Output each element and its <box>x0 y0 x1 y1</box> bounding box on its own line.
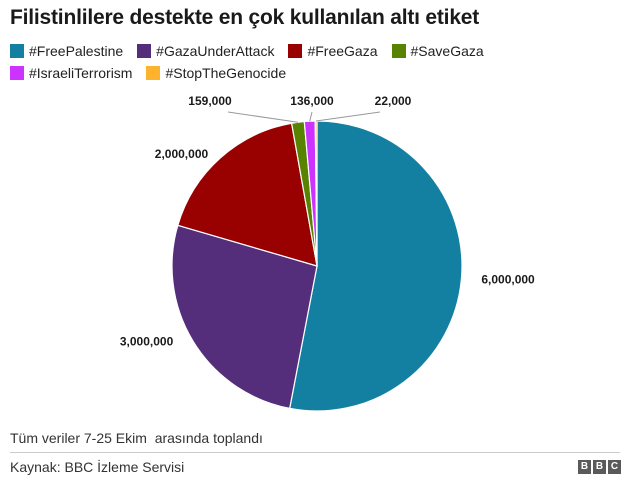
legend-label: #IsraeliTerrorism <box>29 65 133 81</box>
legend-label: #FreePalestine <box>29 43 124 59</box>
legend-swatch <box>137 44 152 58</box>
legend-label: #StopTheGenocide <box>165 65 287 81</box>
bbc-logo-letter: B <box>593 460 606 474</box>
data-label-savegaza: 159,000 <box>188 94 232 108</box>
leader-line-savegaza <box>227 111 299 123</box>
pie-slice-freepalestine <box>288 120 463 412</box>
legend-item-savegaza: #SaveGaza <box>391 43 484 59</box>
leader-line-israeliterrorism <box>309 111 313 122</box>
legend-swatch <box>10 44 24 58</box>
legend-row: #IsraeliTerrorism #StopTheGenocide <box>10 62 620 84</box>
legend: #FreePalestine #GazaUnderAttack #FreeGaz… <box>10 40 620 84</box>
leader-line-stopthegenocide <box>316 111 381 122</box>
data-label-stopthegenocide: 22,000 <box>375 94 412 108</box>
bbc-logo-letter: C <box>608 460 621 474</box>
chart-title: Filistinlilere destekte en çok kullanıla… <box>10 6 480 29</box>
legend-label: #FreeGaza <box>307 43 378 59</box>
legend-label: #GazaUnderAttack <box>156 43 275 59</box>
source-note: Kaynak: BBC İzleme Servisi <box>10 459 185 475</box>
legend-swatch <box>391 44 406 58</box>
legend-item-gazaunderattack: #GazaUnderAttack <box>137 43 274 59</box>
legend-item-israeliterrorism: #IsraeliTerrorism <box>10 65 132 81</box>
legend-item-stopthegenocide: #StopTheGenocide <box>146 65 286 81</box>
legend-swatch <box>10 66 24 80</box>
legend-row: #FreePalestine #GazaUnderAttack #FreeGaz… <box>10 40 620 62</box>
legend-item-freegaza: #FreeGaza <box>288 43 378 59</box>
footnote: Tüm veriler 7-25 Ekim arasında toplandı <box>10 430 263 446</box>
bbc-logo: B B C <box>578 460 621 474</box>
data-label-freepalestine: 6,000,000 <box>481 273 535 287</box>
divider <box>10 452 620 453</box>
data-label-gazaunderattack: 3,000,000 <box>120 335 174 349</box>
bbc-logo-letter: B <box>578 460 591 474</box>
legend-item-freepalestine: #FreePalestine <box>10 43 123 59</box>
data-label-freegaza: 2,000,000 <box>155 147 209 161</box>
data-label-israeliterrorism: 136,000 <box>290 94 334 108</box>
pie-slice-freegaza <box>177 122 318 267</box>
pie-chart: 6,000,000 3,000,000 2,000,000 159,000 136,00… <box>120 94 535 412</box>
legend-label: #SaveGaza <box>410 43 484 59</box>
pie-slice-gazaunderattack <box>171 224 318 410</box>
legend-swatch <box>288 44 303 58</box>
legend-swatch <box>146 66 161 80</box>
